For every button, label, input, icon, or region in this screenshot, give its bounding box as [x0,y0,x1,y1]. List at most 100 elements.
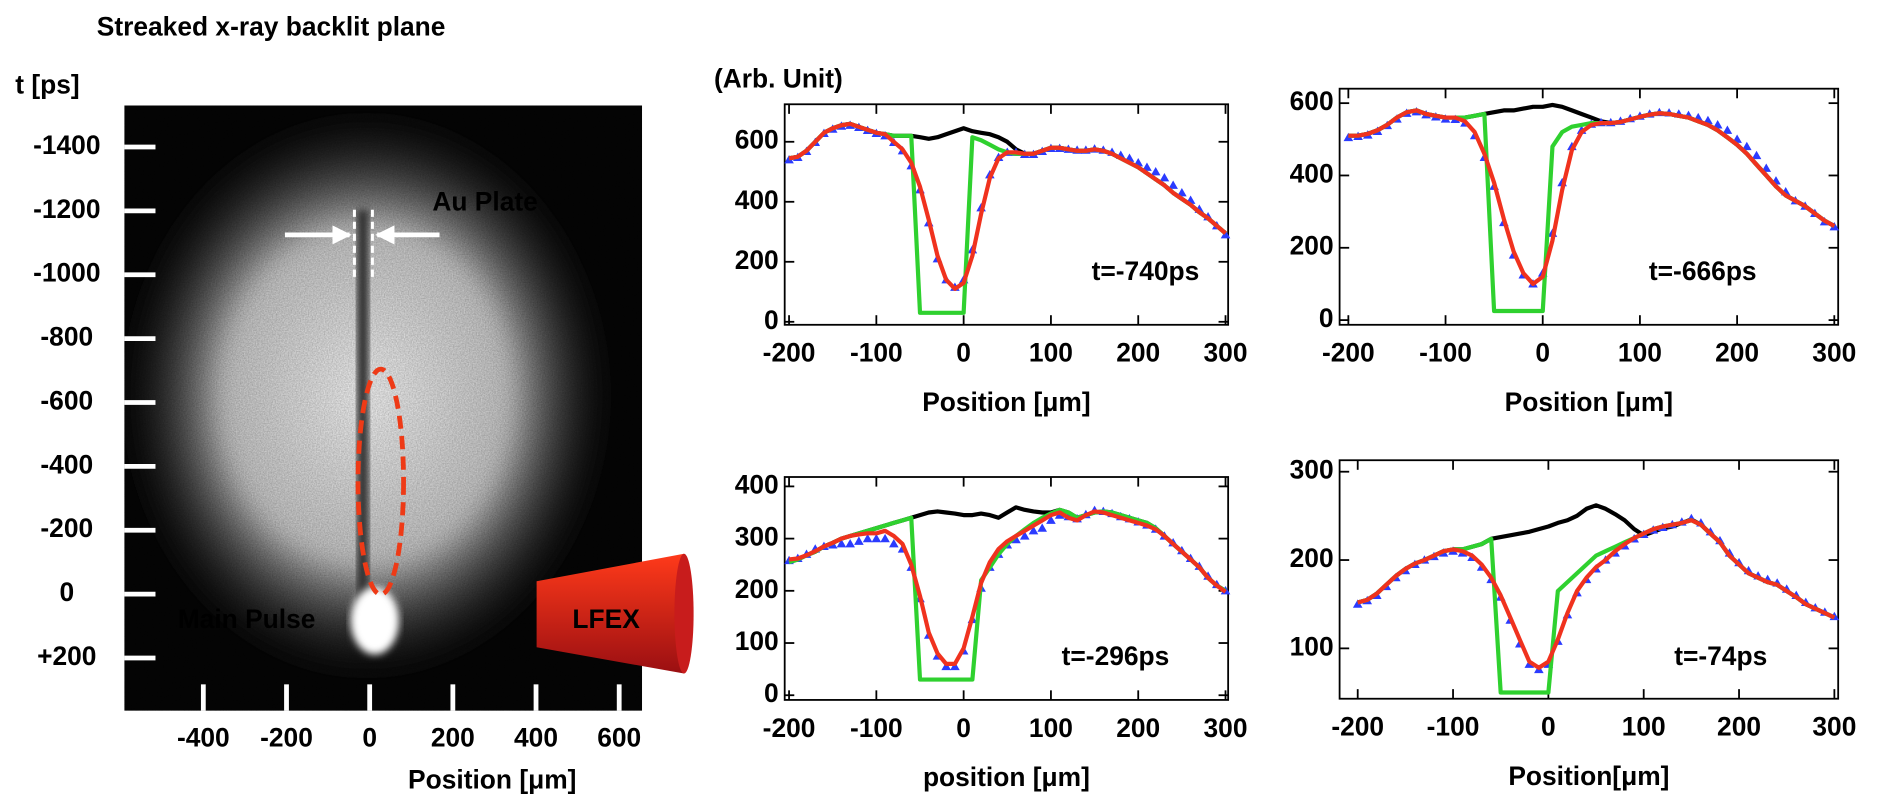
y-tick-label: -1400 [33,130,100,160]
data-point [1037,523,1048,532]
x-tick-label: -100 [1427,712,1480,742]
data-point [1751,150,1762,160]
y-tick-label: 200 [735,245,779,275]
x-axis-label: Position [μm] [1505,387,1673,417]
annotation: LFEX [572,604,640,634]
data-point [871,533,882,543]
y-tick-label: 400 [735,469,779,499]
y-tick-label: 600 [735,125,779,155]
data-point [889,539,899,548]
x-tick-label: -100 [850,713,903,743]
x-tick-label: 300 [1812,712,1856,742]
x-tick-label: 100 [1029,713,1073,743]
data-point [1712,120,1723,129]
x-tick-label: 0 [956,713,971,743]
data-point [854,536,864,545]
y-tick-label: -400 [40,449,93,479]
plot-frame [783,476,1230,701]
data-point [845,539,855,548]
data-line [788,121,1227,235]
x-tick-label: -100 [1419,338,1472,368]
x-tick-label: 300 [1204,338,1248,368]
x-tick-label: 0 [1541,712,1556,742]
data-line [788,505,1227,593]
data-line [788,121,1227,291]
plot: 0 100 200 300 400 -200 -100 0 100 200 300 position … [735,469,1248,792]
data-point [1142,162,1152,171]
data-point [1742,141,1752,151]
annotation: t=-74ps [1674,641,1767,671]
plot: 100 200 300 -200 -100 0 100 200 300 Position[μm] t… [1290,455,1857,791]
x-axis-label: position [μm] [923,762,1090,792]
x-tick-label: 0 [1535,338,1550,368]
streak-image [124,105,643,711]
annotation: t=-740ps [1092,256,1200,286]
y-tick-label: 300 [1290,455,1334,485]
y-tick-label: -600 [40,385,93,415]
x-tick-label: 100 [1029,338,1073,368]
data-point [1722,125,1733,134]
x-axis-label: Position [μm] [922,387,1090,417]
y-tick-label: -1000 [33,258,100,288]
data-point [1028,525,1039,535]
region-outline [355,366,406,597]
y-tick-label: +200 [37,641,96,671]
plot: 0 200 400 600 -200 -100 0 100 200 300 (Arb. Unit) P… [714,63,1248,417]
annotation: t=-296ps [1062,641,1170,671]
x-axis-label: Position [μm] [408,764,576,794]
data-point [880,533,890,543]
x-tick-label: 0 [956,338,971,368]
x-tick-label: -400 [177,722,230,752]
data-point [1159,172,1170,182]
y-tick-label: 0 [764,305,779,335]
x-tick-label: -100 [850,338,903,368]
data-point [1177,187,1187,197]
data-point [1352,599,1363,608]
plate-shadow [356,209,369,630]
data-point [1046,515,1056,524]
plot-frame [1338,87,1840,326]
y-tick-label: 300 [735,522,779,552]
data-line [1357,518,1836,670]
data-point [1019,531,1030,540]
y-tick-label: 600 [1290,86,1334,116]
x-tick-label: 100 [1618,338,1662,368]
x-tick-label: 0 [362,722,377,752]
y-tick-label: 0 [764,678,779,708]
y-tick-label: 400 [1290,158,1334,188]
y-tick-label: 200 [1290,543,1334,573]
data-line [1348,108,1836,287]
annotation: t=-666ps [1649,256,1757,286]
x-tick-label: 200 [1717,712,1761,742]
annotation: Main Pulse [178,604,316,634]
x-tick-label: 400 [514,722,558,752]
plots: Streaked x-ray backlit plane t [ps] Positi… [15,12,1856,795]
x-tick-label: -200 [1322,338,1375,368]
plot: 0 200 400 600 -200 -100 0 100 200 300 Position [μm… [1290,86,1857,417]
y-tick-label: -1200 [33,194,100,224]
plot-frame [1338,459,1840,700]
chart-title: Streaked x-ray backlit plane [97,12,446,42]
plot-frame [783,103,1230,326]
y-tick-label: 200 [735,574,779,604]
y-tick-label: -200 [40,513,93,543]
main-pulse-spot [350,587,399,655]
x-tick-label: 200 [431,722,475,752]
data-point [784,154,794,164]
x-tick-label: -200 [763,338,816,368]
x-tick-label: -200 [1331,712,1384,742]
x-tick-label: 300 [1204,713,1248,743]
y-tick-label: 200 [1290,231,1334,261]
y-tick-label: -800 [40,322,93,352]
y-axis-label: t [ps] [15,69,79,99]
data-point [1343,132,1354,142]
annotation: Au Plate [432,187,537,217]
x-tick-label: 200 [1116,713,1160,743]
data-point [836,539,847,548]
y-tick-label: 100 [735,626,779,656]
x-tick-label: 600 [597,722,641,752]
data-point [1150,166,1161,176]
y-tick-label: 100 [1290,631,1334,661]
